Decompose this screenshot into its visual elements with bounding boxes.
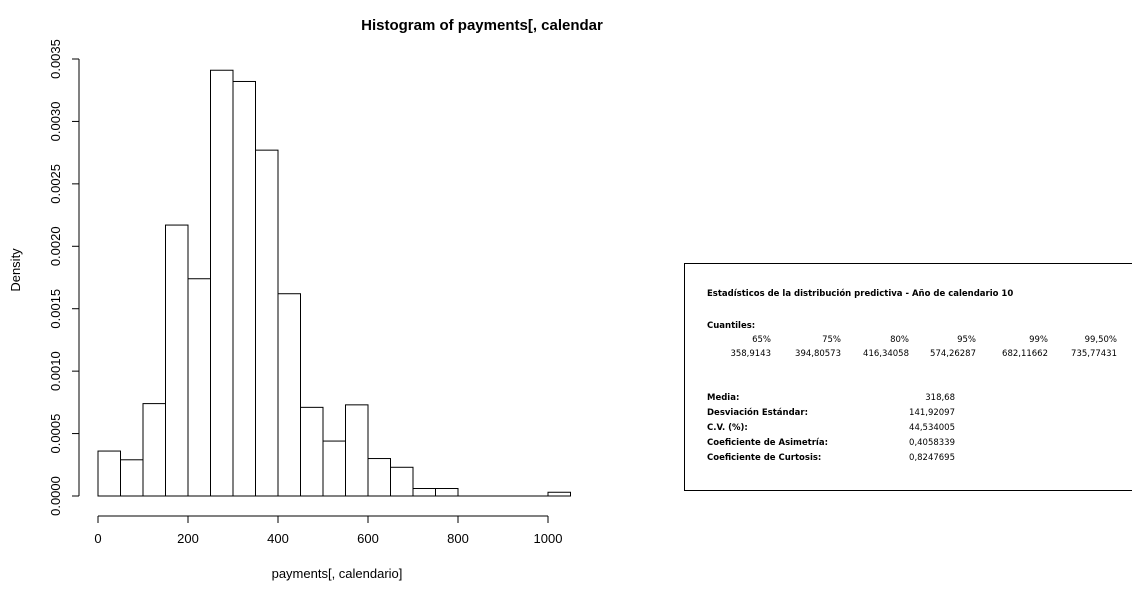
histogram-bar (277, 293, 301, 497)
y-axis-label: Density (8, 248, 23, 292)
histogram-bar (322, 440, 346, 497)
quantile-header: 65% (752, 335, 771, 345)
y-tick-label: 0.0000 (48, 476, 63, 516)
y-tick-label: 0.0020 (48, 226, 63, 266)
x-tick-label: 400 (267, 531, 289, 546)
x-tick-label: 0 (94, 531, 101, 546)
quantile-header: 99,50% (1084, 335, 1117, 345)
stat-value-kurtosis: 0,8247695 (909, 453, 955, 463)
chart-title: Histogram of payments[, calendar (361, 17, 603, 34)
stats-title: Estadísticos de la distribución predicti… (707, 289, 1014, 299)
stat-value-skewness: 0,4058339 (909, 438, 955, 448)
histogram-bar (390, 466, 414, 497)
quantile-value: 358,9143 (730, 349, 771, 359)
x-axis-label: payments[, calendario] (272, 566, 403, 581)
quantile-header: 80% (890, 335, 909, 345)
quantile-header: 99% (1029, 335, 1048, 345)
stat-label-kurtosis: Coeficiente de Curtosis: (707, 453, 822, 463)
stat-label-std-dev: Desviación Estándar: (707, 408, 808, 418)
histogram-bar (435, 488, 459, 497)
histogram-bar (300, 406, 324, 497)
x-tick-label: 200 (177, 531, 199, 546)
x-axis: 0 200 400 600 800 1000 (94, 515, 563, 546)
histogram-chart: Histogram of payments[, calendar Density… (8, 17, 603, 581)
histogram-bar (142, 403, 166, 497)
histogram-bar (165, 224, 189, 497)
y-tick-label: 0.0005 (48, 414, 63, 454)
histogram-bars (97, 69, 571, 497)
quantile-value: 682,11662 (1002, 349, 1048, 359)
quantile-value: 574,26287 (930, 349, 976, 359)
y-tick-label: 0.0025 (48, 164, 63, 204)
stat-label-cv: C.V. (%): (707, 423, 748, 433)
quantile-value: 394,80573 (795, 349, 841, 359)
y-tick-label: 0.0015 (48, 289, 63, 329)
histogram-bar (232, 80, 256, 497)
histogram-bar (345, 404, 369, 497)
histogram-bar (255, 149, 279, 497)
stat-value-cv: 44,534005 (909, 423, 955, 433)
histogram-bar (120, 459, 144, 497)
quantiles-label: Cuantiles: (707, 321, 756, 331)
quantile-header: 75% (822, 335, 841, 345)
quantile-header: 95% (957, 335, 976, 345)
x-tick-label: 600 (357, 531, 379, 546)
quantile-value: 735,77431 (1071, 349, 1117, 359)
quantile-value: 416,34058 (863, 349, 909, 359)
histogram-bar (412, 488, 436, 497)
stat-value-mean: 318,68 (925, 393, 955, 403)
histogram-bar (367, 458, 391, 497)
stat-label-skewness: Coeficiente de Asimetría: (707, 438, 828, 448)
x-tick-label: 1000 (534, 531, 563, 546)
y-tick-label: 0.0010 (48, 351, 63, 391)
histogram-bar (97, 450, 121, 497)
x-tick-label: 800 (447, 531, 469, 546)
y-tick-label: 0.0035 (48, 39, 63, 79)
y-axis: 0.0000 0.0005 0.0010 0.0015 0.0020 0.0025 0.00… (48, 39, 80, 516)
histogram-bar (210, 69, 234, 497)
stat-label-mean: Media: (707, 393, 740, 403)
histogram-bar (187, 278, 211, 497)
predictive-stats-panel: Estadísticos de la distribución predicti… (684, 263, 1132, 491)
stat-value-std-dev: 141,92097 (909, 408, 955, 418)
histogram-bar (547, 491, 571, 497)
y-tick-label: 0.0030 (48, 102, 63, 142)
